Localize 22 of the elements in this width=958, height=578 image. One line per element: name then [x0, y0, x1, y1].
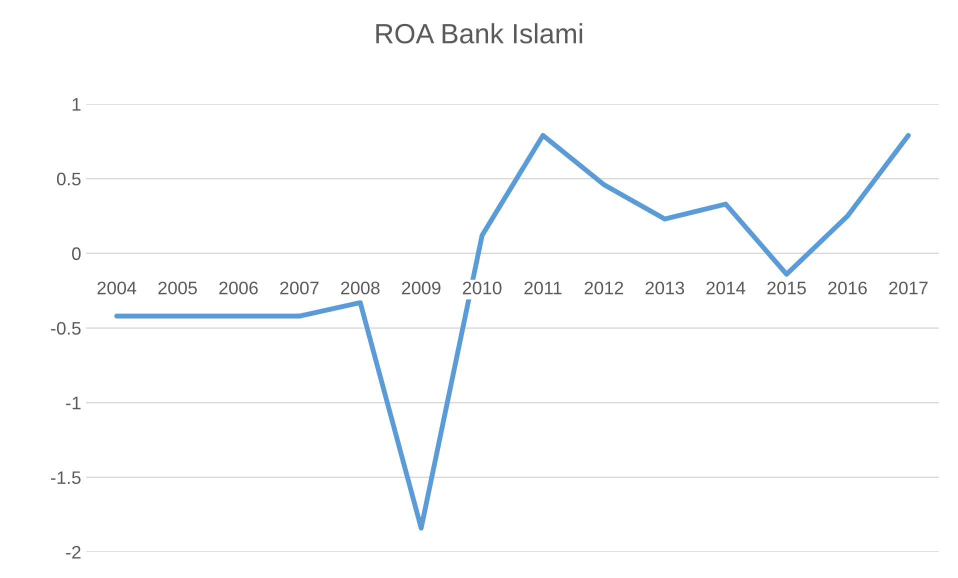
y-tick-label: 1 [72, 98, 80, 111]
y-tick-label: -1.5 [51, 471, 81, 484]
y-tick-label: -0.5 [51, 322, 81, 335]
x-tick-label: 2012 [584, 282, 624, 294]
x-tick-label: 2013 [646, 282, 684, 294]
x-tick-label: 2004 [98, 282, 136, 294]
x-tick-label: 2014 [706, 282, 746, 294]
x-tick-label: 2011 [524, 282, 562, 294]
x-tick-label: 2007 [280, 282, 319, 294]
y-tick-label: 0.5 [56, 172, 81, 186]
x-tick-label: 2005 [158, 282, 197, 294]
x-tick-label: 2008 [341, 282, 380, 294]
x-tick-label: 2016 [828, 282, 867, 294]
x-tick-label: 2010 [462, 282, 502, 294]
y-tick-label: -1 [66, 396, 80, 410]
y-tick-label: 0 [72, 247, 81, 260]
x-tick-label: 2006 [219, 282, 258, 294]
y-tick-label: -2 [66, 546, 80, 559]
x-tick-label: 2015 [767, 282, 806, 294]
x-tick-label: 2009 [402, 282, 440, 294]
chart-title: ROA Bank Islami [376, 23, 582, 44]
x-tick-label: 2017 [889, 282, 928, 294]
